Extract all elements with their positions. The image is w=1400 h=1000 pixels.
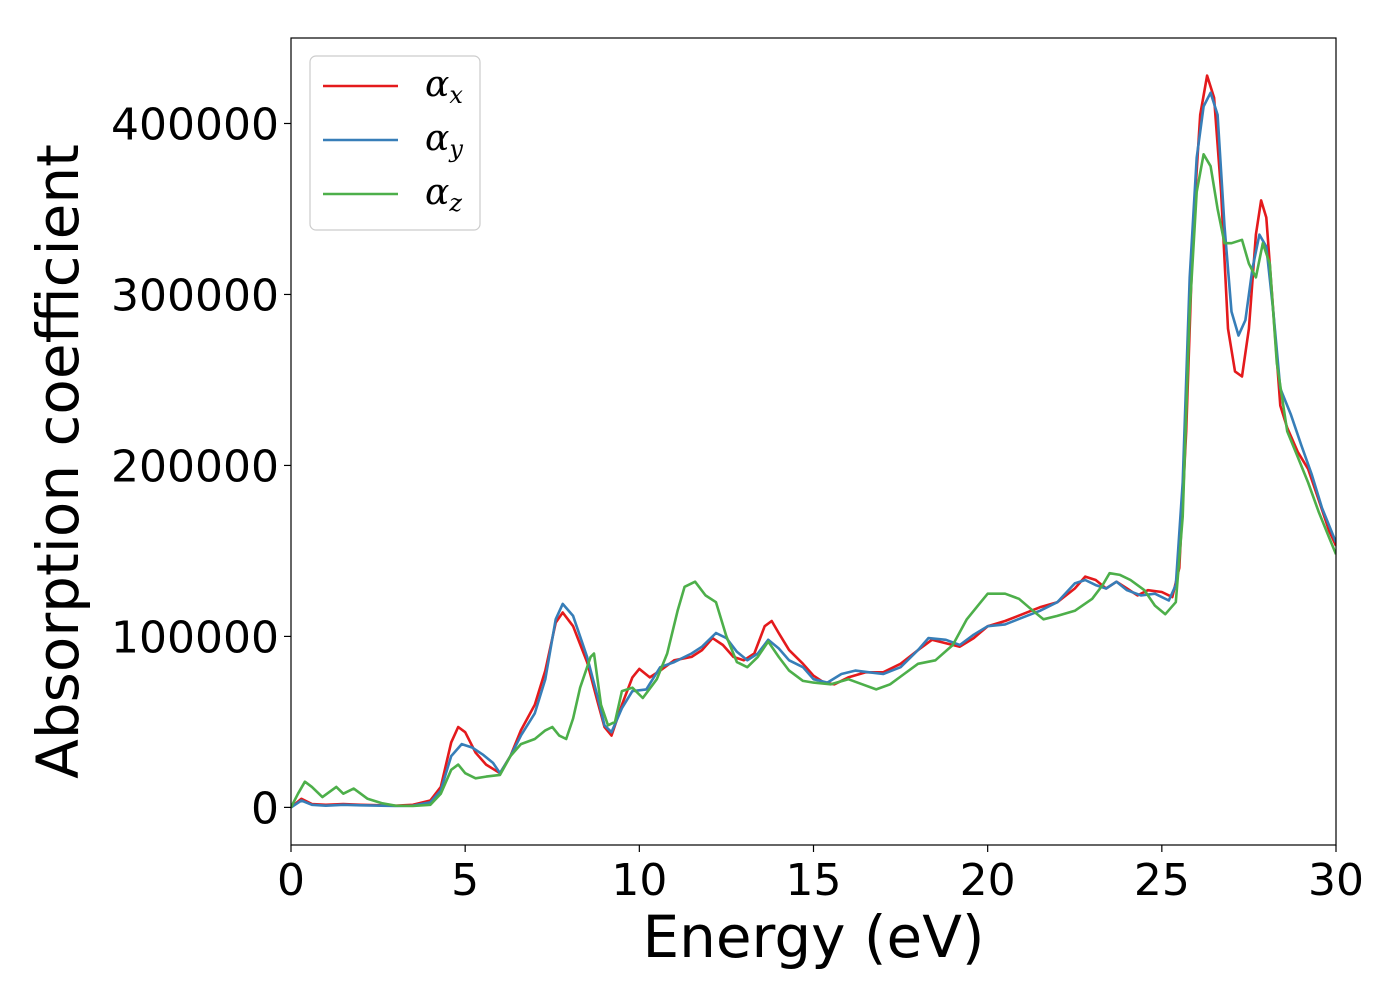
x-tick-label: 5 [451, 855, 479, 906]
plot-lines [291, 74, 1336, 809]
series-line-y [291, 91, 1336, 809]
y-tick-label: 400000 [111, 99, 279, 150]
series-line-z [291, 153, 1336, 808]
y-axis-ticks: 0 100000 200000 300000 400000 [111, 99, 291, 834]
x-tick-label: 30 [1308, 855, 1364, 906]
y-tick-label: 200000 [111, 441, 279, 492]
y-tick-label: 100000 [111, 612, 279, 663]
y-tick-label: 300000 [111, 270, 279, 321]
x-tick-label: 15 [786, 855, 842, 906]
x-axis-label: Energy (eV) [642, 903, 984, 971]
y-axis-label: Absorption coefficient [24, 144, 92, 779]
x-tick-label: 20 [960, 855, 1016, 906]
x-tick-label: 0 [277, 855, 305, 906]
x-tick-label: 25 [1134, 855, 1190, 906]
legend-label-x: αx [425, 64, 463, 109]
legend-box [309, 55, 481, 231]
x-tick-label: 10 [611, 855, 667, 906]
x-axis-ticks: 0 5 10 15 20 25 30 [277, 845, 1364, 906]
y-tick-label: 0 [251, 783, 279, 834]
